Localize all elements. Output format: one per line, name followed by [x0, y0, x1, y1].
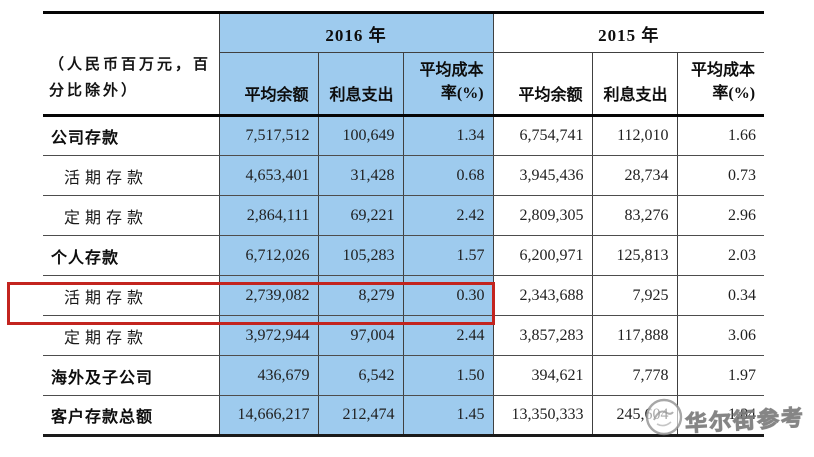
- cell-2016-avg-cost-rate: 2.44: [403, 315, 494, 356]
- cell-2015-avg-cost-rate: 0.73: [677, 155, 765, 196]
- cell-2016-avg-balance: 436,679: [219, 355, 319, 396]
- header-2015-interest-expense: 利息支出: [592, 52, 678, 117]
- cell-2015-avg-balance: 3,857,283: [493, 315, 593, 356]
- cell-2015-avg-cost-rate: 1.66: [677, 115, 765, 156]
- cell-2016-interest-expense: 31,428: [318, 155, 404, 196]
- cell-2016-interest-expense: 212,474: [318, 395, 404, 436]
- table-row-personal-demand-highlighted: 活期存款 2,739,082 8,279 0.30 2,343,688 7,92…: [43, 275, 765, 316]
- cell-2016-avg-balance: 2,864,111: [219, 195, 319, 236]
- table-row-personal-time: 定期存款 3,972,944 97,004 2.44 3,857,283 117…: [43, 315, 765, 356]
- cell-2016-interest-expense: 97,004: [318, 315, 404, 356]
- cell-2015-interest-expense: 28,734: [592, 155, 678, 196]
- cell-2015-avg-balance: 2,809,305: [493, 195, 593, 236]
- sub-header-row: 平均余额 利息支出 平均成本率(%) 平均余额 利息支出 平均成本率(%): [43, 52, 765, 117]
- cell-2015-avg-balance: 394,621: [493, 355, 593, 396]
- cell-2015-avg-balance: 2,343,688: [493, 275, 593, 316]
- table-row-overseas-subsidiaries: 海外及子公司 436,679 6,542 1.50 394,621 7,778 …: [43, 355, 765, 396]
- watermark-text: 华尔街参考: [684, 404, 806, 437]
- table-row-corporate-deposits: 公司存款 7,517,512 100,649 1.34 6,754,741 11…: [43, 115, 765, 156]
- cell-2016-avg-cost-rate: 1.57: [403, 235, 494, 276]
- cell-2016-avg-cost-rate: 1.45: [403, 395, 494, 436]
- cell-2016-interest-expense: 6,542: [318, 355, 404, 396]
- cell-2016-avg-balance: 3,972,944: [219, 315, 319, 356]
- cell-2015-avg-cost-rate: 1.97: [677, 355, 765, 396]
- cell-2015-interest-expense: 125,813: [592, 235, 678, 276]
- cell-2016-avg-cost-rate: 1.50: [403, 355, 494, 396]
- cell-2016-interest-expense: 69,221: [318, 195, 404, 236]
- header-2015-avg-cost-rate: 平均成本率(%): [677, 52, 765, 117]
- cell-2016-avg-balance: 14,666,217: [219, 395, 319, 436]
- cell-2016-avg-balance: 2,739,082: [219, 275, 319, 316]
- row-label: 客户存款总额: [43, 395, 220, 436]
- header-2015-avg-balance: 平均余额: [493, 52, 593, 117]
- table-row-corporate-demand: 活期存款 4,653,401 31,428 0.68 3,945,436 28,…: [43, 155, 765, 196]
- row-label: 海外及子公司: [43, 355, 220, 396]
- unit-note-line1: （人民币百万元，百: [49, 56, 212, 73]
- header-2016-interest-expense: 利息支出: [318, 52, 404, 117]
- cell-2015-avg-balance: 3,945,436: [493, 155, 593, 196]
- cell-2015-avg-balance: 13,350,333: [493, 395, 593, 436]
- row-label: 活期存款: [43, 155, 220, 196]
- cell-2016-avg-cost-rate: 1.34: [403, 115, 494, 156]
- cell-2016-interest-expense: 8,279: [318, 275, 404, 316]
- watermark-logo-icon: [644, 397, 684, 437]
- table-row-personal-deposits: 个人存款 6,712,026 105,283 1.57 6,200,971 12…: [43, 235, 765, 276]
- cell-2015-interest-expense: 117,888: [592, 315, 678, 356]
- header-2016-avg-balance: 平均余额: [219, 52, 319, 117]
- cell-2015-avg-cost-rate: 3.06: [677, 315, 765, 356]
- unit-note-cell: （人民币百万元，百 分比除外）: [43, 12, 220, 117]
- cell-2016-avg-cost-rate: 0.68: [403, 155, 494, 196]
- cell-2016-avg-balance: 7,517,512: [219, 115, 319, 156]
- cell-2016-avg-balance: 4,653,401: [219, 155, 319, 196]
- cell-2015-interest-expense: 83,276: [592, 195, 678, 236]
- row-label: 定期存款: [43, 315, 220, 356]
- cell-2016-interest-expense: 105,283: [318, 235, 404, 276]
- row-label: 公司存款: [43, 115, 220, 156]
- row-label: 活期存款: [43, 275, 220, 316]
- cell-2015-avg-cost-rate: 1.84: [728, 406, 757, 423]
- year-2015-header: 2015 年: [493, 12, 765, 53]
- cell-2015-avg-cost-rate: 0.34: [677, 275, 765, 316]
- cell-2016-interest-expense: 100,649: [318, 115, 404, 156]
- table-row-corporate-time: 定期存款 2,864,111 69,221 2.42 2,809,305 83,…: [43, 195, 765, 236]
- cell-2015-avg-cost-rate: 2.96: [677, 195, 765, 236]
- cell-2015-avg-cost-rate: 2.03: [677, 235, 765, 276]
- row-label: 个人存款: [43, 235, 220, 276]
- year-header-row: （人民币百万元，百 分比除外） 2016 年 2015 年: [43, 12, 765, 117]
- deposit-cost-table: （人民币百万元，百 分比除外） 2016 年 2015 年 平均余额 利息支出 …: [43, 11, 765, 437]
- year-2016-header: 2016 年: [219, 12, 494, 53]
- cell-2016-avg-cost-rate: 2.42: [403, 195, 494, 236]
- cell-2015-interest-expense: 112,010: [592, 115, 678, 156]
- cell-2015-interest-expense: 7,925: [592, 275, 678, 316]
- cell-2015-interest-expense: 7,778: [592, 355, 678, 396]
- table-row-total-customer-deposits: 客户存款总额 14,666,217 212,474 1.45 13,350,33…: [43, 395, 764, 436]
- header-2016-avg-cost-rate: 平均成本率(%): [403, 52, 494, 117]
- cell-2015-avg-balance: 6,200,971: [493, 235, 593, 276]
- cell-2016-avg-cost-rate: 0.30: [403, 275, 494, 316]
- row-label: 定期存款: [43, 195, 220, 236]
- cell-2015-avg-balance: 6,754,741: [493, 115, 593, 156]
- cell-2016-avg-balance: 6,712,026: [219, 235, 319, 276]
- unit-note-line2: 分比除外）: [49, 82, 140, 99]
